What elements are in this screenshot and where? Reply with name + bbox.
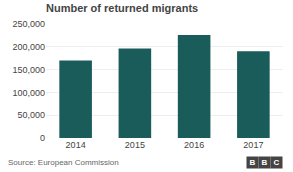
- svg-text:150,000: 150,000: [12, 65, 45, 75]
- svg-text:B: B: [250, 158, 256, 167]
- svg-text:2016: 2016: [184, 140, 204, 150]
- svg-text:2015: 2015: [125, 140, 145, 150]
- svg-text:2014: 2014: [66, 140, 86, 150]
- svg-text:100,000: 100,000: [12, 88, 45, 98]
- svg-text:200,000: 200,000: [12, 42, 45, 52]
- svg-text:Source: European Commission: Source: European Commission: [8, 158, 119, 167]
- svg-text:C: C: [274, 158, 280, 167]
- svg-text:50,000: 50,000: [17, 110, 45, 120]
- svg-text:B: B: [262, 158, 268, 167]
- svg-text:250,000: 250,000: [12, 19, 45, 29]
- svg-text:2017: 2017: [243, 140, 263, 150]
- svg-text:Number of returned migrants: Number of returned migrants: [46, 2, 198, 14]
- svg-text:0: 0: [40, 133, 45, 143]
